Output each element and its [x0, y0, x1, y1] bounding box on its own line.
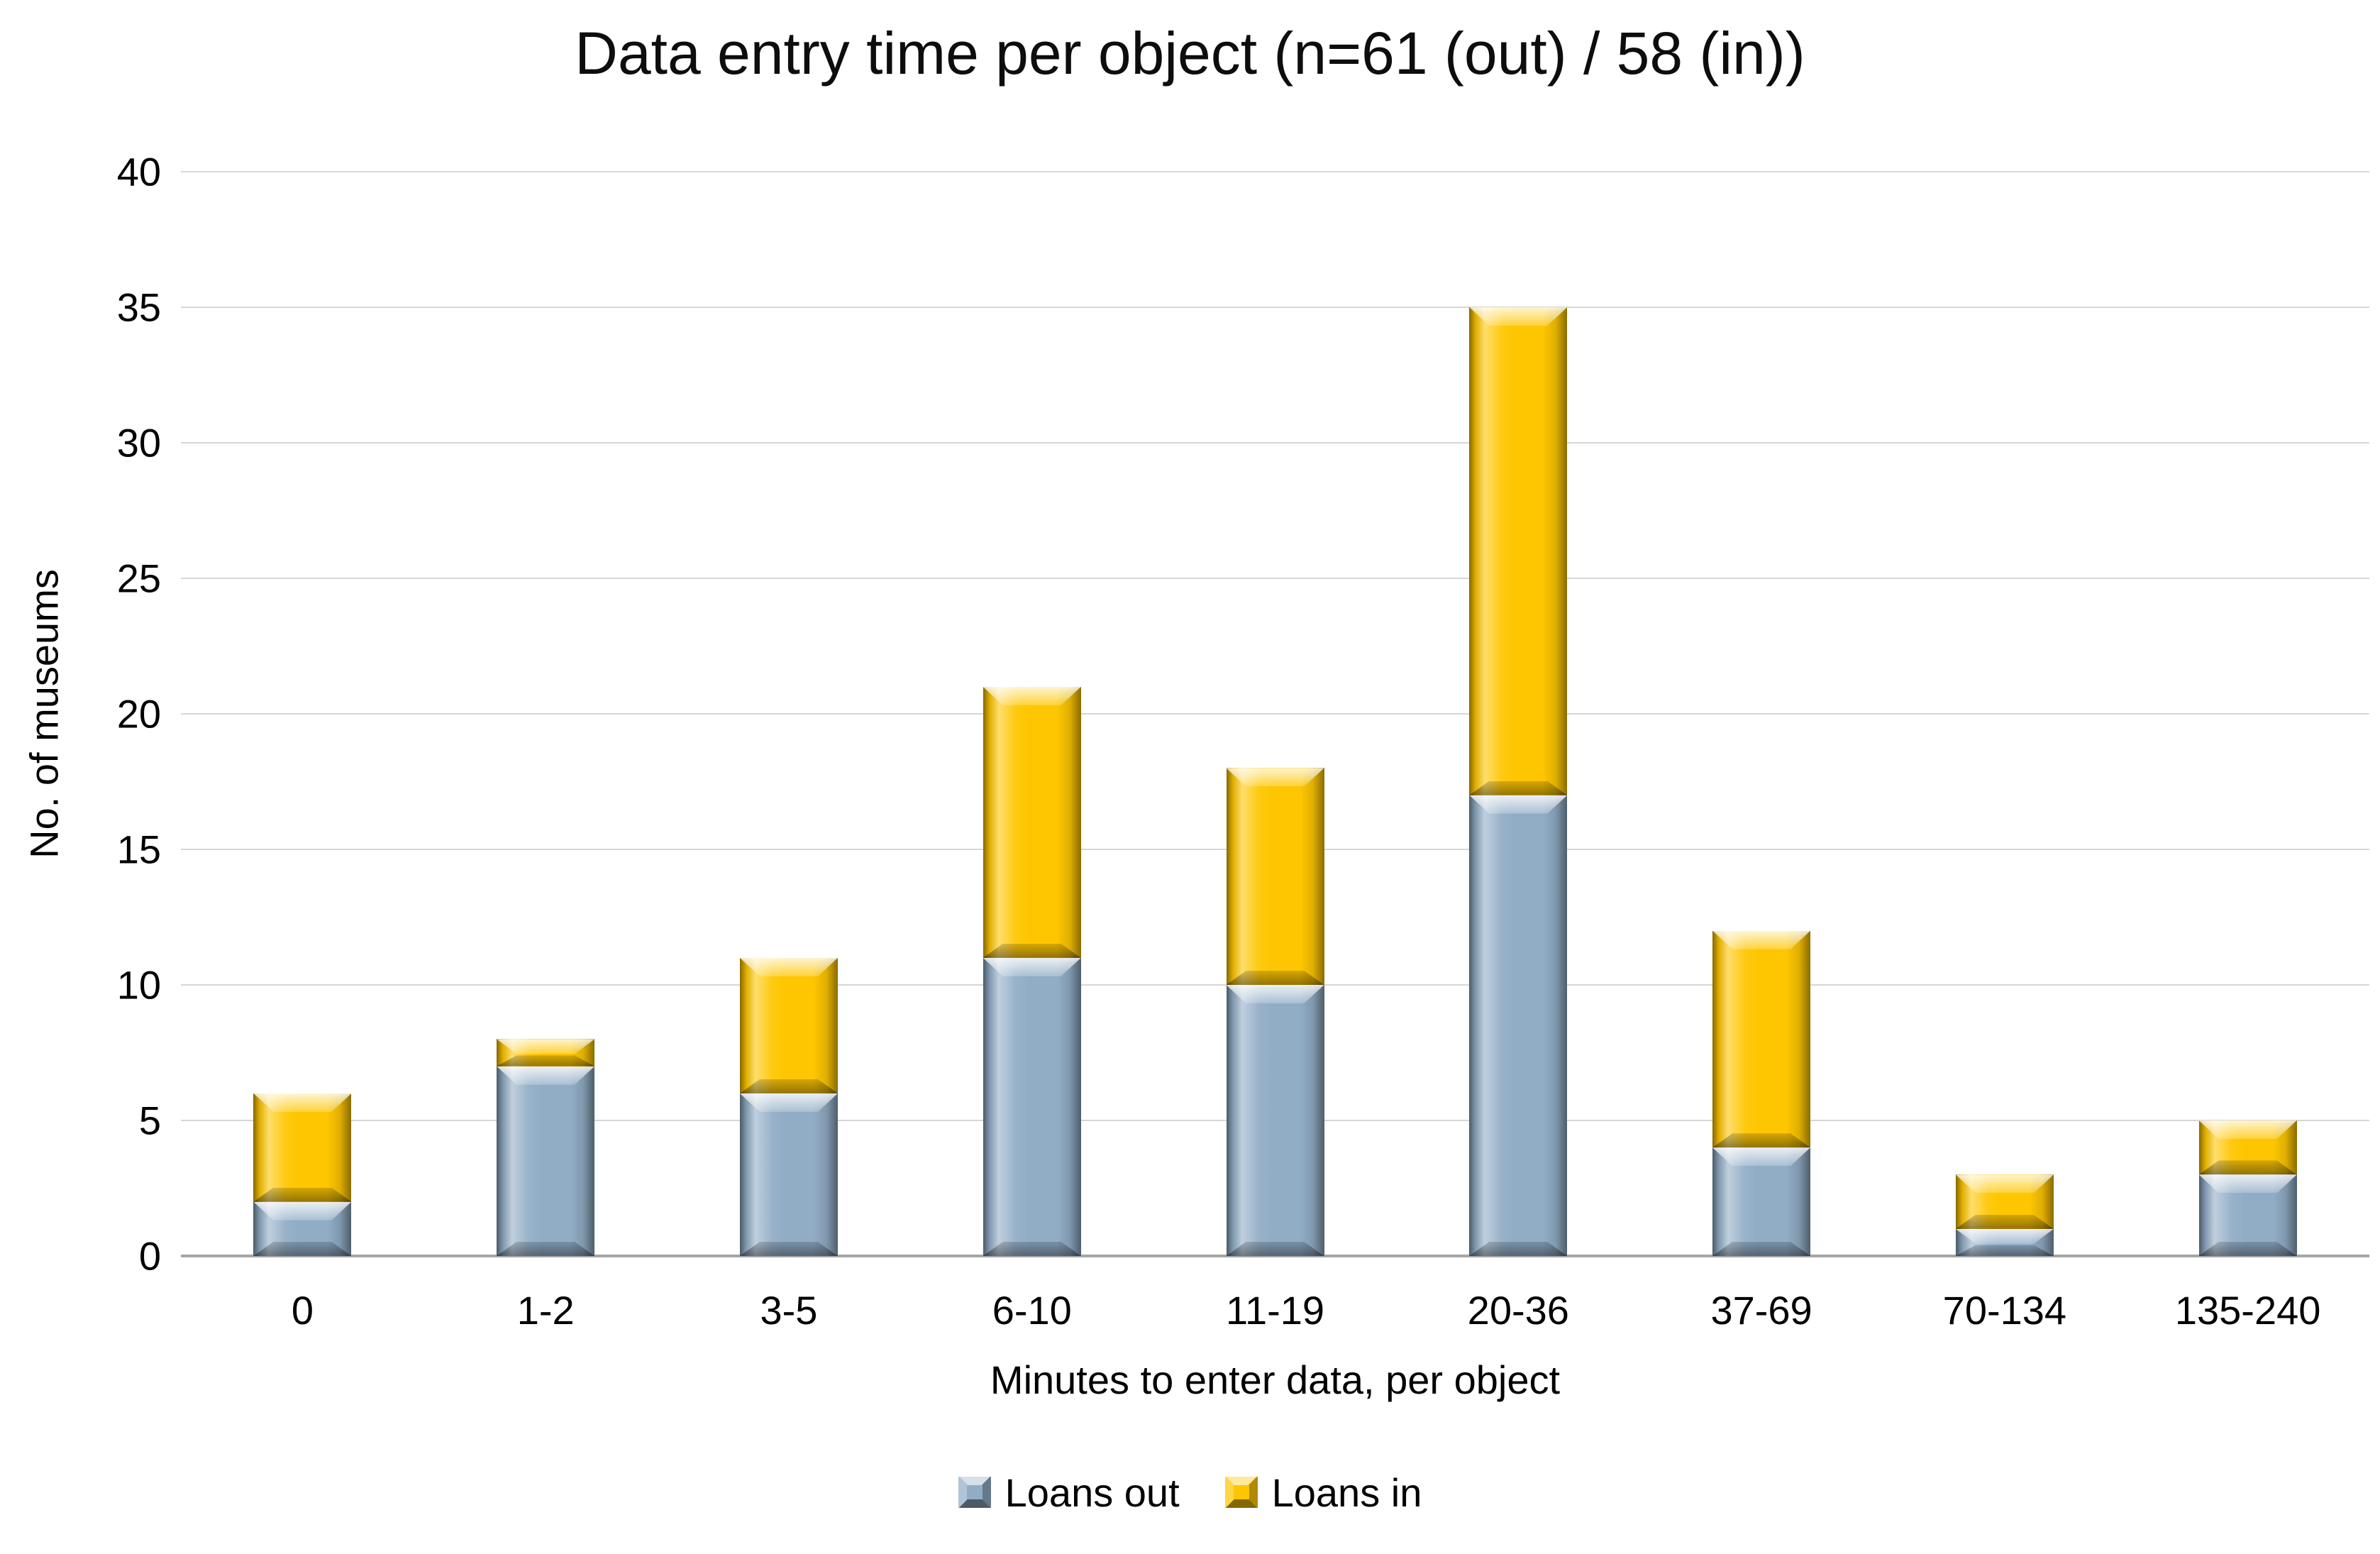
legend-label: Loans in — [1271, 1470, 1422, 1515]
x-axis-ticks: 0 1-2 3-5 6-10 11-19 20-36 37-69 70-134 135-240 — [181, 1257, 2369, 1364]
bar-bevel-shading — [1226, 768, 1324, 985]
legend-item-loans-out: Loans out — [958, 1470, 1180, 1516]
x-tick-label: 0 — [291, 1288, 314, 1333]
y-tick-label: 35 — [116, 285, 161, 330]
bar-segment-loans-in — [1712, 930, 1811, 1148]
x-axis-line — [181, 1255, 2369, 1257]
bar-bevel-shading — [497, 1066, 595, 1256]
bar-segment-loans-in — [739, 957, 838, 1093]
bar-segment-loans-in — [1469, 307, 1568, 795]
y-tick-label: 0 — [138, 1233, 161, 1279]
y-tick-label: 30 — [116, 420, 161, 465]
plot-area — [181, 171, 2369, 1257]
bar-segment-loans-out — [983, 957, 1081, 1256]
bar-slot — [1397, 172, 1640, 1256]
legend-swatch-core — [966, 1485, 983, 1499]
stacked-bar-0 — [253, 1093, 352, 1256]
bar-segment-loans-out — [739, 1093, 838, 1256]
y-tick-label: 15 — [116, 827, 161, 872]
stacked-bar-37-69 — [1712, 930, 1811, 1256]
bar-segment-loans-out — [2198, 1174, 2297, 1256]
bar-bevel-shading — [2198, 1174, 2297, 1256]
bar-slot — [2126, 172, 2369, 1256]
stacked-bar-20-36 — [1469, 307, 1568, 1256]
y-axis-ticks: 0 5 10 15 20 25 30 35 40 — [0, 150, 161, 1279]
bar-slot — [910, 172, 1153, 1256]
bar-segment-loans-in — [983, 686, 1081, 958]
legend-label: Loans out — [1004, 1470, 1180, 1515]
bar-segment-loans-out — [253, 1201, 352, 1256]
y-tick-label: 40 — [116, 149, 161, 194]
gridline — [181, 713, 2369, 715]
bar-segment-loans-out — [1712, 1147, 1811, 1256]
bar-segment-loans-out — [1226, 985, 1324, 1256]
bar-bevel-shading — [1469, 307, 1568, 795]
bar-bevel-shading — [983, 957, 1081, 1256]
bar-slot — [424, 172, 668, 1256]
stacked-bar-11-19 — [1226, 768, 1324, 1256]
y-tick-label: 10 — [116, 962, 161, 1008]
legend-swatch-icon — [1224, 1477, 1258, 1508]
legend-item-loans-in: Loans in — [1224, 1470, 1422, 1516]
stacked-bar-135-240 — [2198, 1120, 2297, 1256]
bar-slot — [1883, 172, 2126, 1256]
stacked-bar-70-134 — [1955, 1174, 2054, 1256]
legend: Loans out Loans in — [0, 1460, 2380, 1524]
bar-segment-loans-out — [1469, 795, 1568, 1256]
bar-bevel-shading — [739, 957, 838, 1093]
y-tick-label: 5 — [138, 1098, 161, 1143]
x-tick-label: 3-5 — [760, 1288, 818, 1333]
bar-bevel-shading — [1712, 930, 1811, 1148]
bar-bevel-shading — [1469, 795, 1568, 1256]
chart-title: Data entry time per object (n=61 (out) /… — [575, 20, 1805, 87]
bar-slot — [1640, 172, 1883, 1256]
x-tick-label: 6-10 — [992, 1288, 1072, 1333]
x-tick-label: 1-2 — [516, 1288, 575, 1333]
bars-layer — [181, 172, 2369, 1256]
gridline — [181, 442, 2369, 443]
y-tick-label: 25 — [116, 556, 161, 601]
bar-bevel-shading — [253, 1201, 352, 1256]
gridline — [181, 307, 2369, 308]
bar-bevel-shading — [2198, 1120, 2297, 1175]
bar-segment-loans-in — [1955, 1174, 2054, 1229]
stacked-bar-1-2 — [497, 1039, 595, 1256]
bar-segment-loans-out — [497, 1066, 595, 1256]
y-tick-label: 20 — [116, 691, 161, 737]
bar-bevel-shading — [1955, 1228, 2054, 1256]
legend-swatch-core — [1233, 1485, 1249, 1499]
x-tick-label: 70-134 — [1942, 1288, 2067, 1333]
stacked-bar-6-10 — [983, 686, 1081, 1256]
bar-bevel-shading — [1226, 985, 1324, 1256]
bar-slot — [181, 172, 424, 1256]
bar-bevel-shading — [1712, 1147, 1811, 1256]
x-tick-label: 135-240 — [2174, 1288, 2321, 1333]
gridline — [181, 578, 2369, 579]
legend-swatch-icon — [958, 1477, 991, 1508]
bar-bevel-shading — [983, 686, 1081, 958]
x-tick-label: 11-19 — [1225, 1288, 1325, 1333]
bar-segment-loans-in — [253, 1093, 352, 1202]
stacked-bar-3-5 — [739, 957, 838, 1256]
gridline — [181, 171, 2369, 172]
bar-slot — [668, 172, 911, 1256]
x-axis-title: Minutes to enter data, per object — [990, 1357, 1561, 1402]
bar-bevel-shading — [253, 1093, 352, 1202]
bar-segment-loans-in — [497, 1039, 595, 1067]
bar-bevel-shading — [739, 1093, 838, 1256]
bar-bevel-shading — [1955, 1174, 2054, 1229]
x-tick-label: 20-36 — [1467, 1288, 1569, 1333]
bar-bevel-shading — [497, 1039, 595, 1067]
bar-segment-loans-in — [1226, 768, 1324, 985]
bar-slot — [1153, 172, 1397, 1256]
bar-segment-loans-in — [2198, 1120, 2297, 1175]
x-tick-label: 37-69 — [1710, 1288, 1812, 1333]
bar-segment-loans-out — [1955, 1228, 2054, 1256]
